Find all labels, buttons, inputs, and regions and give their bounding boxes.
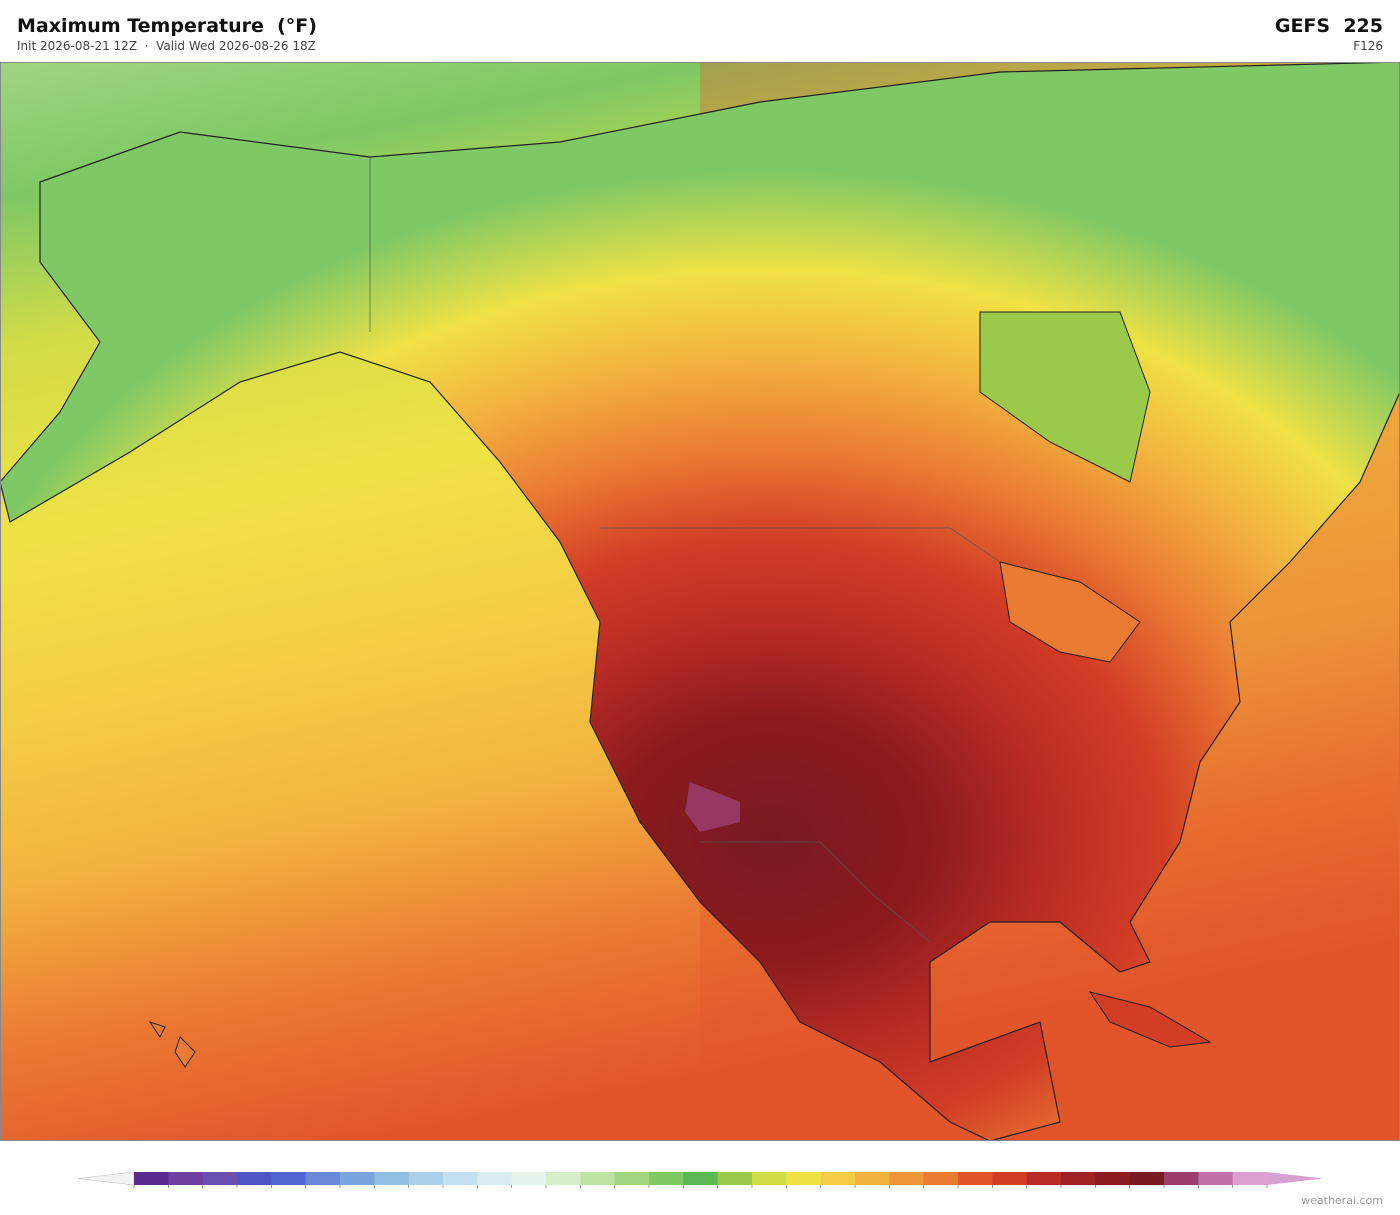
colorbar-swatch (820, 1172, 856, 1185)
colorbar-swatch (237, 1172, 272, 1185)
colorbar-swatch (1026, 1172, 1062, 1185)
colorbar-tick-label: −35 (158, 1190, 179, 1191)
colorbar-tick-label: 40 (677, 1190, 690, 1191)
colorbar-swatch (752, 1172, 787, 1185)
colorbar-swatch (374, 1172, 410, 1185)
colorbar-tick-label: 85 (986, 1190, 999, 1191)
colorbar-swatch (923, 1172, 959, 1185)
colorbar-tick-label: 120 (1223, 1190, 1242, 1191)
colorbar-swatch (1232, 1172, 1268, 1185)
great-lakes (999, 561, 1141, 663)
colorbar-tick-label: −20 (261, 1190, 282, 1191)
colorbar-swatch (958, 1172, 993, 1185)
colorbar-swatch (511, 1172, 547, 1185)
colorbar-under (77, 1171, 135, 1186)
colorbar-swatch (134, 1172, 169, 1185)
forecast-hour: F126 (1353, 39, 1383, 53)
colorbar-tick-label: 90 (1020, 1190, 1033, 1191)
colorbar-tick-label: −10 (329, 1190, 350, 1191)
colorbar-swatch (786, 1172, 822, 1185)
colorbar-swatch (1198, 1172, 1234, 1185)
hudson-bay (979, 311, 1151, 483)
colorbar-swatch (649, 1172, 684, 1185)
colorbar-swatch (408, 1172, 444, 1185)
colorbar-swatch (1129, 1172, 1165, 1185)
colorbar-swatch (1095, 1172, 1131, 1185)
colorbar-swatch (340, 1172, 375, 1185)
colorbar-tick-label: 125 (1257, 1190, 1276, 1191)
colorbar-tick-label: 20 (540, 1190, 553, 1191)
colorbar-swatch (305, 1172, 341, 1185)
colorbar-swatch (546, 1172, 581, 1185)
colorbar-tick-label: 45 (711, 1190, 724, 1191)
cuba (1088, 991, 1212, 1048)
colorbar-tick-label: 35 (643, 1190, 656, 1191)
colorbar-tick-label: 65 (849, 1190, 862, 1191)
colorbar-swatch (443, 1172, 478, 1185)
colorbar-swatch (580, 1172, 616, 1185)
colorbar-swatch (855, 1172, 890, 1185)
hawaii (148, 1021, 196, 1068)
colorbar-tick-label: 25 (574, 1190, 587, 1191)
colorbar-tick-label: 80 (952, 1190, 965, 1191)
colorbar-tick-label: 100 (1086, 1190, 1105, 1191)
colorbar-tick-label: 5 (440, 1190, 446, 1191)
colorbar-tick-label: 15 (505, 1190, 518, 1191)
colorbar: −40 −35 −30 −25 −20 −15 −10 −5 0 5 10 15 20 25 30 35 40 4… (77, 1171, 1323, 1191)
colorbar-tick-label: 115 (1189, 1190, 1208, 1191)
colorbar-tick-label: 50 (746, 1190, 759, 1191)
colorbar-tick-label: −40 (123, 1190, 144, 1191)
colorbar-swatch (1061, 1172, 1096, 1185)
colorbar-swatch (477, 1172, 513, 1185)
borders (369, 157, 1001, 943)
colorbar-swatch (168, 1172, 204, 1185)
colorbar-swatch (614, 1172, 650, 1185)
subtitle: Init 2026-08-21 12Z · Valid Wed 2026-08-… (17, 39, 316, 53)
colorbar-swatch (889, 1172, 925, 1185)
colorbar-tick-label: 95 (1055, 1190, 1068, 1191)
map (0, 62, 1400, 1141)
colorbar-tick-label: 60 (814, 1190, 827, 1191)
model-name: GEFS 225 (1274, 15, 1383, 37)
colorbar-swatch (992, 1172, 1028, 1185)
colorbar-over (1267, 1172, 1323, 1185)
header: Maximum Temperature (°F) Init 2026-08-21… (0, 0, 1400, 62)
colorbar-swatch (1164, 1172, 1199, 1185)
colorbar-tick-label: 110 (1154, 1190, 1173, 1191)
colorbar-tick-label: −15 (295, 1190, 316, 1191)
colorbar-swatch (717, 1172, 753, 1185)
colorbar-tick-label: 75 (917, 1190, 930, 1191)
colorbar-tick-label: −30 (192, 1190, 213, 1191)
title: Maximum Temperature (°F) (17, 15, 317, 37)
colorbar-swatch (683, 1172, 719, 1185)
colorbar-tick-label: 55 (780, 1190, 793, 1191)
colorbar-tick-label: −5 (367, 1190, 382, 1191)
hot-spot (685, 782, 740, 832)
colorbar-swatch (271, 1172, 307, 1185)
colorbar-tick-label: 0 (405, 1190, 411, 1191)
colorbar-tick-label: 10 (471, 1190, 484, 1191)
colorbar-tick-label: 30 (608, 1190, 621, 1191)
watermark: weatherai.com (1301, 1194, 1383, 1207)
colorbar-tick-label: 70 (883, 1190, 896, 1191)
colorbar-tick-label: −25 (226, 1190, 247, 1191)
colorbar-tick-label: 105 (1120, 1190, 1139, 1191)
colorbar-swatch (202, 1172, 238, 1185)
